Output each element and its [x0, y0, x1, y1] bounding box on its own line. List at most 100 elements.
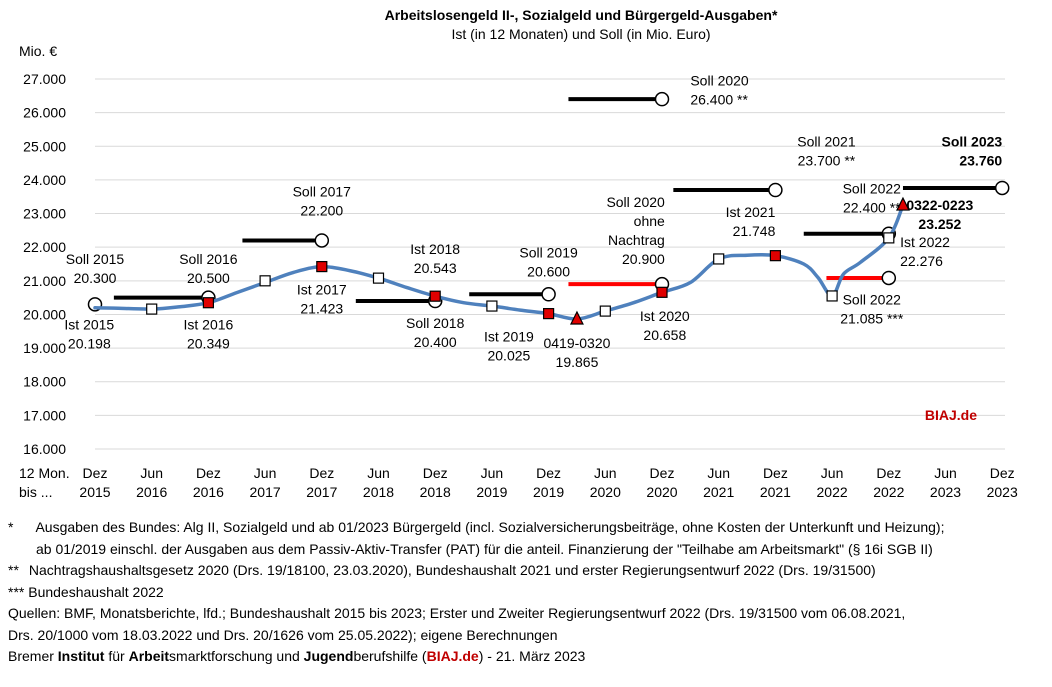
ist-marker-red	[656, 286, 668, 298]
y-tick-label: 22.000	[23, 239, 66, 255]
data-labels: Soll 2015 20.300 Ist 2015 20.198 Soll 2016 20…	[64, 73, 1002, 370]
data-label: Ist 2017	[297, 281, 347, 297]
ist-marker-open	[372, 272, 385, 284]
data-label: 23.700 **	[798, 152, 856, 168]
x-tick-label: Jun	[821, 465, 844, 481]
data-label: 0322-0223	[906, 197, 973, 213]
x-tick-label: 2015	[79, 484, 110, 500]
data-label: 20.600	[527, 263, 570, 279]
y-tick-label: 16.000	[23, 441, 66, 457]
data-label: Soll 2021	[797, 133, 856, 149]
credit-part: smarktforschung und	[169, 648, 304, 664]
credit-part: ) - 21. März 2023	[478, 648, 586, 664]
ist-marker-red	[542, 308, 555, 320]
x-tick-label: Dez	[423, 465, 448, 481]
x-tick-label: 2019	[476, 484, 507, 500]
x-tick-label: Jun	[367, 465, 390, 481]
data-label: 20.300	[74, 270, 117, 286]
footnote-star1-mark: *	[8, 519, 14, 535]
x-tick-label: 2023	[987, 484, 1018, 500]
chart-subtitle: Ist (in 12 Monaten) und Soll (in Mio. Eu…	[451, 26, 710, 42]
credit-part: berufshilfe (	[353, 648, 427, 664]
x-tick-label: 2022	[817, 484, 848, 500]
footnote-star1-cont: ab 01/2019 einschl. der Ausgaben aus dem…	[36, 540, 933, 557]
data-label: Ist 2019	[484, 328, 534, 344]
data-label: 20.658	[643, 327, 686, 343]
footnote-star1-line1: Ausgaben des Bundes: Alg II, Sozialgeld …	[35, 519, 945, 535]
x-tick-label: Dez	[876, 465, 901, 481]
x-tick-label: 2019	[533, 484, 564, 500]
y-tick-label: 23.000	[23, 206, 66, 222]
data-label: Ist 2016	[183, 317, 233, 333]
x-tick-label: Jun	[707, 465, 730, 481]
credit-part: Bremer	[8, 648, 58, 664]
chart: Arbeitslosengeld II-, Sozialgeld und Bür…	[19, 7, 1018, 500]
x-tick-label: 2021	[703, 484, 734, 500]
data-label: Ist 2021	[726, 204, 776, 220]
chart-title: Arbeitslosengeld II-, Sozialgeld und Bür…	[385, 7, 778, 23]
y-tick-label: 25.000	[23, 138, 66, 154]
data-label: 21.748	[733, 223, 776, 239]
ist-marker-red	[202, 297, 214, 309]
data-label: 20.900	[622, 251, 665, 267]
footnote-star3: *** Bundeshaushalt 2022	[8, 583, 164, 600]
credit-line: Bremer Institut für Arbeitsmarktforschun…	[8, 646, 1048, 668]
data-label: Soll 2019	[519, 244, 578, 260]
data-label: Soll 2023	[941, 133, 1002, 149]
ist-series-line	[93, 203, 905, 321]
ist-marker-red	[769, 250, 782, 262]
data-label: Ist 2018	[410, 241, 460, 257]
data-label: Soll 2017	[293, 184, 352, 200]
watermark: BIAJ.de	[925, 407, 977, 423]
ist-markers	[146, 196, 910, 325]
y-tick-labels: 16.000 17.000 18.000 19.000 20.000 21.000 22.0…	[23, 71, 66, 457]
data-label: Soll 2020	[606, 194, 665, 210]
soll-segments	[87, 91, 1010, 312]
data-label: Nachtrag	[608, 232, 665, 248]
y-tick-label: 18.000	[23, 374, 66, 390]
ist-marker-open	[826, 290, 838, 302]
x-tick-label: Dez	[536, 465, 561, 481]
x-tick-label: 2023	[930, 484, 961, 500]
data-label: 26.400 **	[690, 92, 748, 108]
data-label: Soll 2020	[690, 73, 749, 89]
x-tick-label: Jun	[254, 465, 277, 481]
x-tick-label: Dez	[650, 465, 675, 481]
ist-marker-open	[599, 305, 611, 317]
data-label: 22.400 **	[843, 199, 901, 215]
x-tick-label: 2021	[760, 484, 791, 500]
data-label: 20.025	[487, 347, 530, 363]
credit-bold: Arbeit	[128, 648, 170, 664]
x-tick-label: Jun	[481, 465, 504, 481]
soll-marker	[314, 233, 330, 248]
data-label: 20.500	[187, 270, 230, 286]
data-label: Ist 2015	[64, 317, 114, 333]
data-label: Soll 2016	[179, 251, 238, 267]
ist-marker-red	[316, 260, 328, 273]
x-tick-labels: Dez 2015 Jun 2016 Dez 2016 Jun 2017 Dez 2017 Jun 20…	[79, 465, 1018, 500]
ist-marker-red	[429, 290, 441, 302]
y-tick-label: 24.000	[23, 172, 66, 188]
y-axis-unit: Mio. €	[19, 43, 57, 59]
x-tick-label: Dez	[990, 465, 1015, 481]
x-tick-label: Dez	[83, 465, 108, 481]
y-tick-label: 19.000	[23, 340, 66, 356]
footnote-star2-text: Nachtragshaushaltsgesetz 2020 (Drs. 19/1…	[28, 562, 876, 578]
data-label: Ist 2022	[900, 234, 950, 250]
x-tick-label: Jun	[934, 465, 957, 481]
credit-bold: Jugend	[303, 648, 354, 664]
data-label: 19.865	[556, 354, 599, 370]
data-label: 20.349	[187, 336, 230, 352]
y-tick-label: 21.000	[23, 273, 66, 289]
y-tick-label: 27.000	[23, 71, 66, 87]
footnote-star2: ** Nachtragshaushaltsgesetz 2020 (Drs. 19…	[8, 560, 1048, 582]
x-tick-label: 2020	[646, 484, 677, 500]
x-tick-label: 2016	[193, 484, 224, 500]
data-label: Soll 2022	[843, 180, 902, 196]
x-tick-label: Jun	[594, 465, 617, 481]
data-label: 22.200	[300, 203, 343, 219]
data-label: Soll 2015	[66, 251, 125, 267]
data-label: 20.198	[68, 336, 111, 352]
soll-marker	[541, 287, 556, 302]
x-tick-label: Jun	[140, 465, 163, 481]
